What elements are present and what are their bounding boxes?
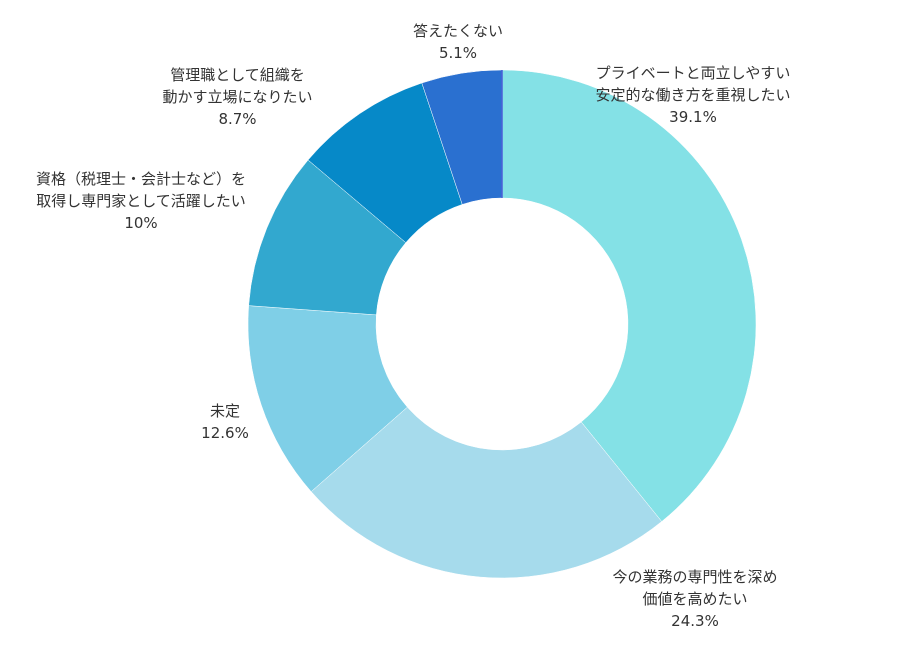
label-management: 管理職として組織を 動かす立場になりたい 8.7% bbox=[162, 66, 313, 128]
label-no-answer: 答えたくない 5.1% bbox=[412, 22, 503, 62]
label-private-stable: プライベートと両立しやすい 安定的な働き方を重視したい 39.1% bbox=[595, 64, 791, 126]
label-certification: 資格（税理士・会計士など）を 取得し専門家として活躍したい 10% bbox=[35, 170, 246, 232]
donut-slice-2 bbox=[247, 305, 408, 493]
label-undecided: 未定 12.6% bbox=[201, 402, 249, 442]
donut-slice-0 bbox=[501, 69, 757, 522]
donut-slice-1 bbox=[310, 406, 663, 579]
label-deepen-expertise: 今の業務の専門性を深め 価値を高めたい 24.3% bbox=[612, 568, 778, 630]
